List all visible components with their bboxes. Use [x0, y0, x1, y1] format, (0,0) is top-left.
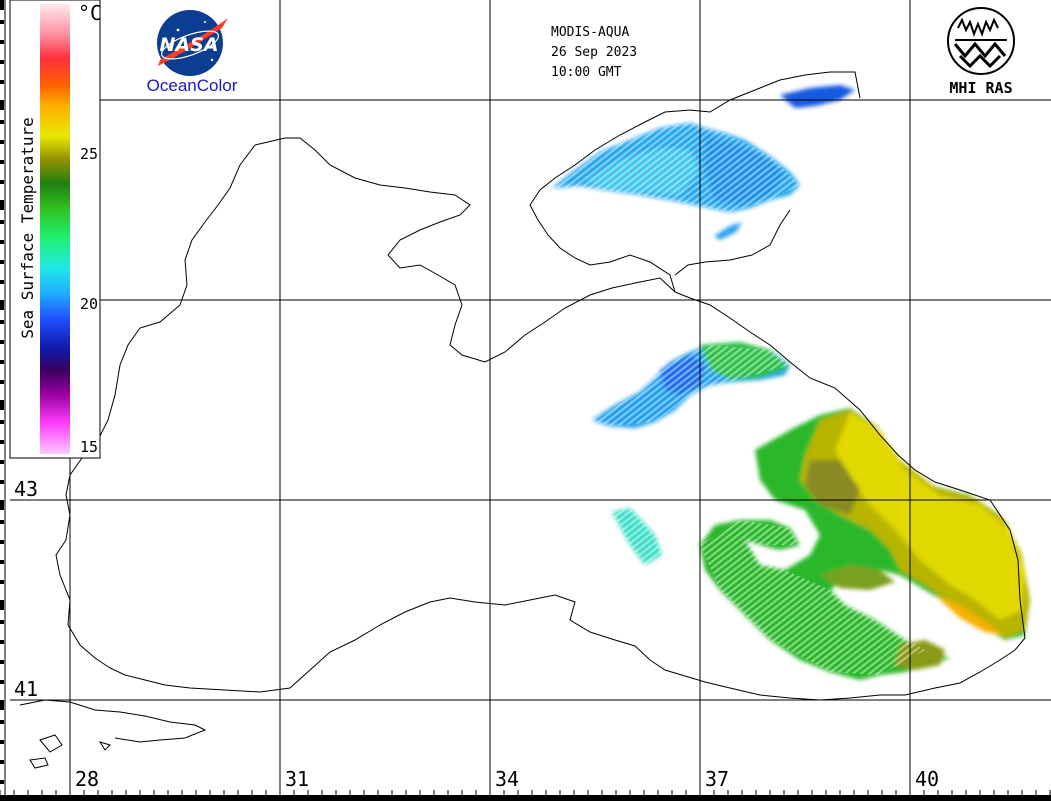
- lon-label-31: 31: [285, 767, 309, 791]
- bottom-border: [0, 795, 1051, 801]
- coastline-azov-south: [674, 209, 791, 276]
- colorbar-unit: °C: [78, 1, 102, 25]
- lat-label-43: 43: [14, 477, 38, 501]
- lon-label-40: 40: [915, 767, 939, 791]
- mhi-ras-caption: MHI RAS: [949, 79, 1012, 97]
- image-header: MODIS-AQUA 26 Sep 2023 10:00 GMT: [551, 25, 637, 80]
- colorbar-tick-25: 25: [80, 145, 98, 163]
- satellite-name: MODIS-AQUA: [551, 25, 629, 40]
- coastline-azov: [529, 71, 861, 293]
- acquisition-time: 10:00 GMT: [551, 65, 622, 80]
- lon-label-34: 34: [495, 767, 519, 791]
- nasa-logo-text: NASA: [160, 34, 219, 56]
- sst-data-layer: [552, 85, 1030, 680]
- lon-label-37: 37: [705, 767, 729, 791]
- left-tick-scale: [0, 0, 6, 795]
- nasa-vector-icon: [158, 18, 228, 66]
- mhi-ras-logo: MHI RAS: [947, 7, 1015, 97]
- coastline-east: [674, 291, 1026, 639]
- sst-stripe-overlay: [552, 123, 925, 675]
- acquisition-date: 26 Sep 2023: [551, 45, 637, 60]
- colorbar-title: Sea Surface Temperature: [18, 117, 37, 339]
- graticule: [10, 0, 1051, 795]
- oceancolor-caption: OceanColor: [147, 76, 238, 95]
- colorbar-tick-15: 15: [80, 438, 98, 456]
- coastline-crimea: [254, 137, 676, 363]
- lat-label-41: 41: [14, 677, 38, 701]
- lon-label-28: 28: [75, 767, 99, 791]
- grid-labels: 28 31 34 37 40 43 41: [14, 477, 939, 791]
- coastline-islands: [29, 734, 111, 769]
- colorbar-tick-20: 20: [80, 295, 98, 313]
- colorbar-ramp: [40, 4, 70, 454]
- bottom-tick-scale: [0, 790, 1051, 795]
- coastline-west: [55, 144, 1026, 701]
- nasa-logo: NASA OceanColor: [147, 10, 238, 95]
- colorbar: °C Sea Surface Temperature 25 20 15: [9, 0, 102, 459]
